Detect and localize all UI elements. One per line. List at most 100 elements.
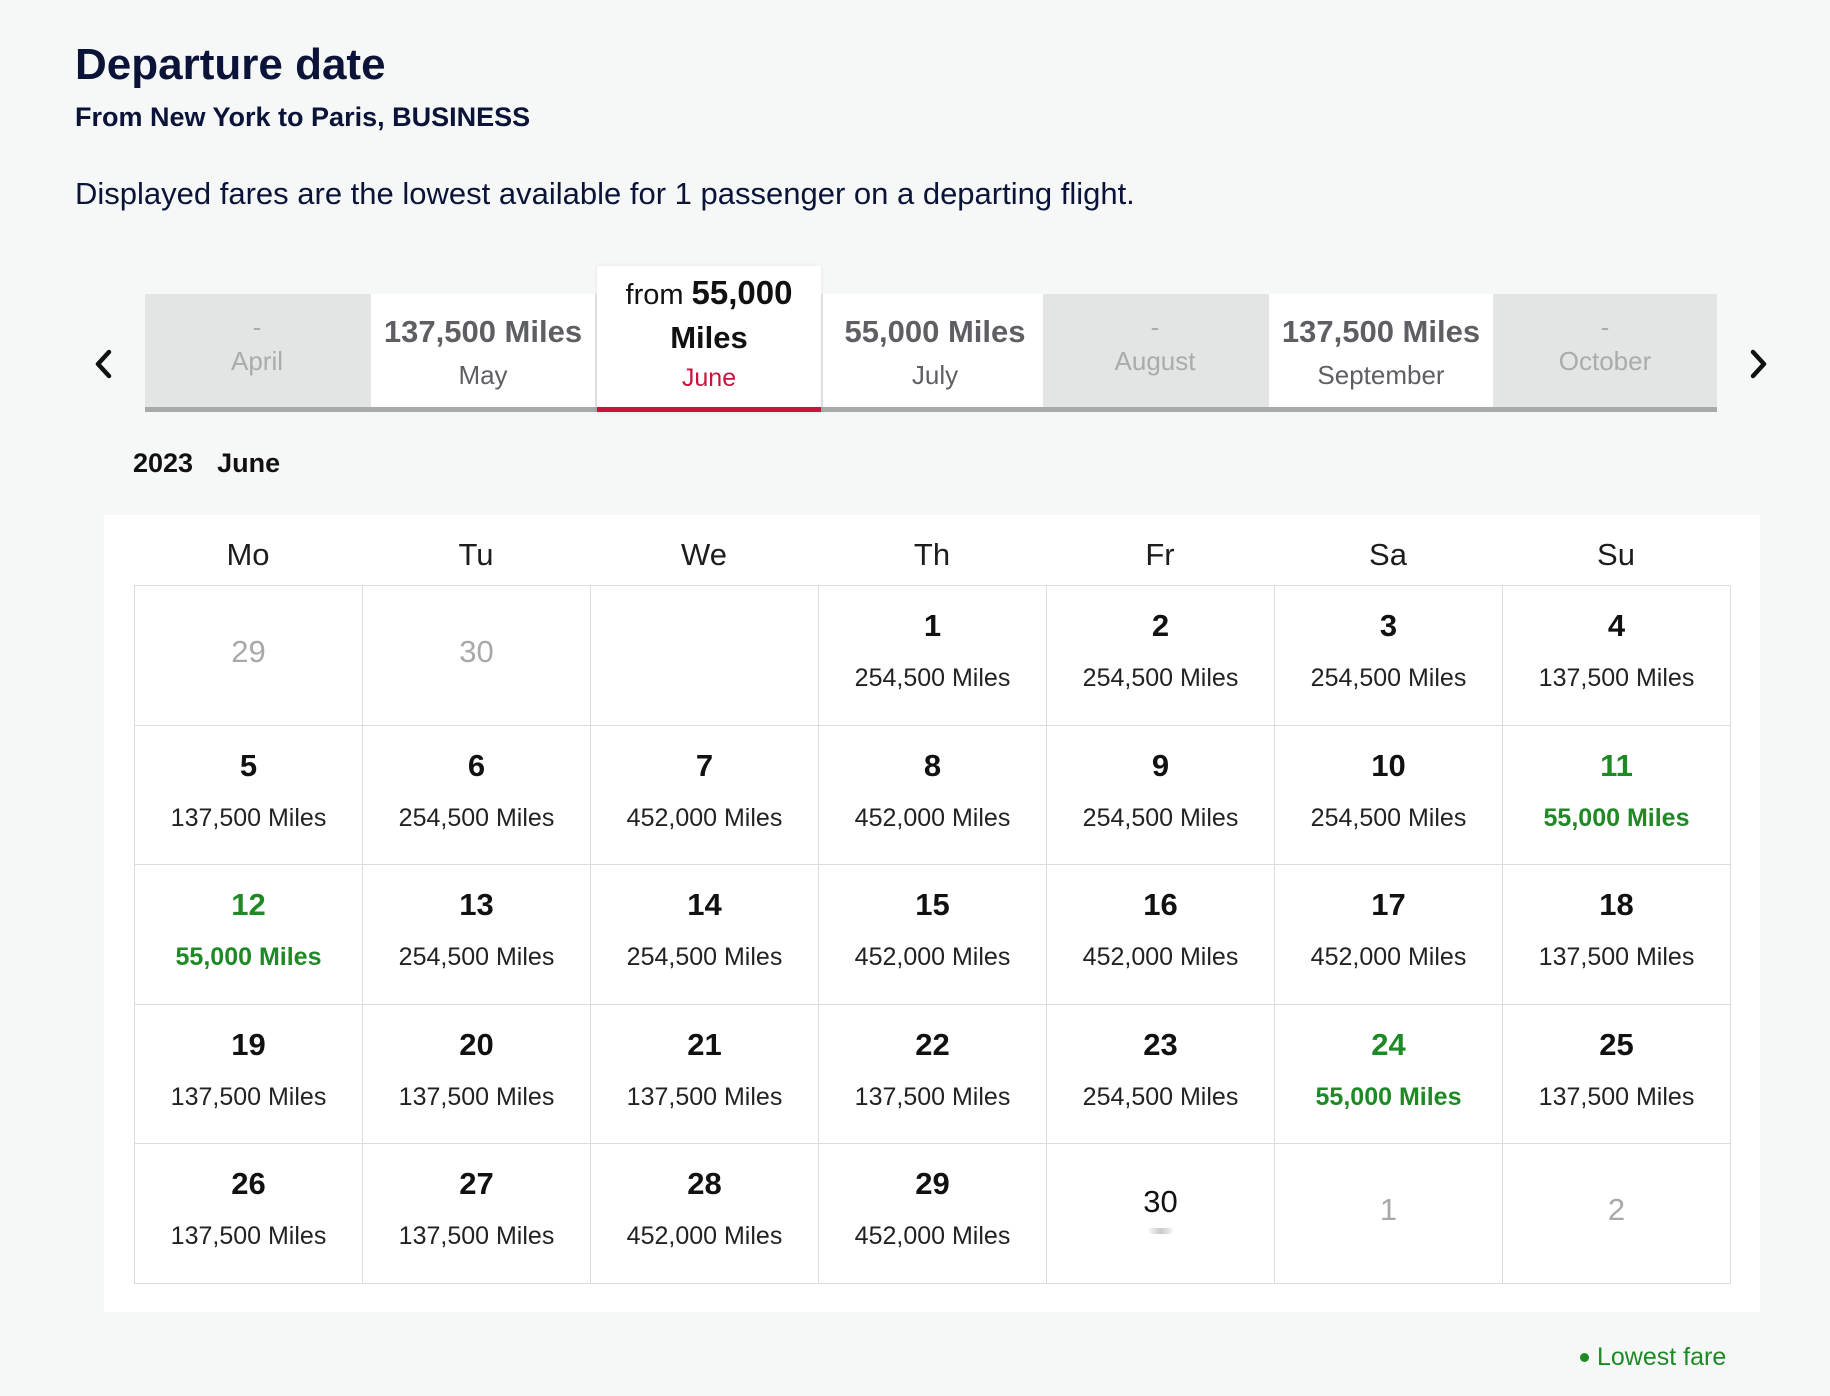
day-price: 137,500 Miles [170, 1082, 327, 1111]
prev-month-button[interactable] [84, 344, 124, 384]
calendar-day-cell[interactable]: 3 254,500 Miles [1275, 586, 1503, 726]
month-tab-june[interactable]: from 55,000 Miles June [597, 266, 821, 412]
month-tab-september[interactable]: 137,500 Miles September [1269, 294, 1493, 407]
calendar-day-cell[interactable]: 7 452,000 Miles [591, 725, 819, 866]
month-tab-july[interactable]: 55,000 Miles July [823, 294, 1047, 407]
day-number: 2 [1151, 608, 1170, 643]
month-price: 55,000 Miles [844, 314, 1026, 349]
calendar-year: 2023 [133, 448, 194, 478]
calendar-day-cell[interactable]: 30 [1047, 1144, 1275, 1284]
weekday-label: Sa [1369, 537, 1407, 572]
calendar-day-cell[interactable]: 26 137,500 Miles [135, 1144, 363, 1284]
calendar-day-cell[interactable]: 28 452,000 Miles [591, 1144, 819, 1284]
calendar-day-cell: 1 [1275, 1144, 1503, 1284]
calendar-day-cell[interactable]: 20 137,500 Miles [363, 1004, 591, 1145]
calendar-day-cell[interactable]: 24 55,000 Miles [1275, 1004, 1503, 1145]
next-month-button[interactable] [1738, 344, 1778, 384]
calendar-day-cell[interactable]: 9 254,500 Miles [1047, 725, 1275, 866]
day-number: 13 [459, 887, 494, 923]
calendar-day-cell[interactable]: 4 137,500 Miles [1503, 586, 1731, 726]
day-price: 137,500 Miles [398, 1082, 555, 1111]
calendar-day-cell[interactable]: 22 137,500 Miles [819, 1004, 1047, 1145]
day-number: 28 [687, 1166, 722, 1202]
day-number: 21 [687, 1026, 722, 1062]
calendar-day-cell[interactable]: 19 137,500 Miles [135, 1004, 363, 1145]
calendar-day-cell[interactable]: 21 137,500 Miles [591, 1004, 819, 1145]
calendar: Mo Tu We Th Fr Sa Su 29 30 1 254,500 Miles 2… [104, 515, 1760, 1312]
calendar-day-cell[interactable]: 14 254,500 Miles [591, 865, 819, 1005]
legend: Lowest fare [1580, 1343, 1726, 1372]
calendar-day-cell[interactable]: 13 254,500 Miles [363, 865, 591, 1005]
day-price: 254,500 Miles [398, 943, 555, 972]
calendar-day-cell[interactable]: 17 452,000 Miles [1275, 865, 1503, 1005]
weekday-label: We [681, 537, 727, 572]
calendar-day-cell[interactable]: 25 137,500 Miles [1503, 1004, 1731, 1145]
day-number: 19 [231, 1026, 266, 1062]
weekday-label: Fr [1145, 537, 1175, 572]
day-number: 29 [915, 1166, 950, 1202]
calendar-day-cell[interactable]: 8 452,000 Miles [819, 725, 1047, 866]
day-price: 137,500 Miles [626, 1082, 783, 1111]
day-price: 452,000 Miles [854, 1222, 1011, 1251]
day-price: 254,500 Miles [626, 943, 783, 972]
lowest-fare-dot-icon [1580, 1353, 1589, 1362]
calendar-day-cell[interactable]: 16 452,000 Miles [1047, 865, 1275, 1005]
calendar-day-cell[interactable]: 23 254,500 Miles [1047, 1004, 1275, 1145]
day-number: 29 [231, 634, 266, 669]
month-price: - [1600, 312, 1610, 342]
weekday-label: Mo [226, 537, 270, 572]
weekday-header: Mo Tu We Th Fr Sa Su [134, 515, 1730, 585]
day-number: 8 [923, 747, 942, 783]
day-number: 15 [915, 887, 950, 923]
calendar-day-cell[interactable]: 10 254,500 Miles [1275, 725, 1503, 866]
month-tab-april[interactable]: - April [145, 294, 369, 407]
month-name: April [230, 346, 283, 376]
day-number: 24 [1371, 1026, 1406, 1062]
day-number: 14 [687, 887, 722, 923]
calendar-day-cell[interactable]: 2 254,500 Miles [1047, 586, 1275, 726]
calendar-day-cell: 30 [363, 586, 591, 726]
calendar-day-cell[interactable]: 6 254,500 Miles [363, 725, 591, 866]
calendar-day-cell[interactable]: 29 452,000 Miles [819, 1144, 1047, 1284]
day-number: 6 [467, 747, 486, 783]
month-tab-may[interactable]: 137,500 Miles May [371, 294, 595, 407]
chevron-right-icon [1750, 349, 1767, 379]
day-price: 55,000 Miles [175, 943, 322, 972]
day-number: 22 [915, 1026, 950, 1062]
day-price: 452,000 Miles [854, 943, 1011, 972]
calendar-day-cell[interactable]: 18 137,500 Miles [1503, 865, 1731, 1005]
day-price: 254,500 Miles [1082, 803, 1239, 832]
calendar-heading: 2023 June [133, 448, 280, 479]
loading-indicator [1148, 1228, 1173, 1235]
calendar-day-cell[interactable]: 11 55,000 Miles [1503, 725, 1731, 866]
calendar-grid: 29 30 1 254,500 Miles 2 254,500 Miles 3 254,500… [134, 585, 1731, 1284]
day-number: 27 [459, 1166, 494, 1202]
month-price: - [252, 312, 262, 342]
day-price: 137,500 Miles [398, 1222, 555, 1251]
day-price: 254,500 Miles [1082, 664, 1239, 692]
day-price: 452,000 Miles [1082, 943, 1239, 972]
day-number: 5 [239, 747, 258, 783]
day-price: 137,500 Miles [170, 1222, 327, 1251]
day-number: 26 [231, 1166, 266, 1202]
fare-note: Displayed fares are the lowest available… [75, 176, 1135, 211]
day-price: 254,500 Miles [1082, 1082, 1239, 1111]
calendar-day-cell[interactable]: 12 55,000 Miles [135, 865, 363, 1005]
day-number: 9 [1151, 747, 1170, 783]
day-number: 7 [695, 747, 714, 783]
month-name: September [1317, 360, 1445, 390]
calendar-day-cell[interactable]: 5 137,500 Miles [135, 725, 363, 866]
day-number: 20 [459, 1026, 494, 1062]
calendar-day-cell[interactable]: 27 137,500 Miles [363, 1144, 591, 1284]
day-price: 254,500 Miles [1310, 664, 1467, 692]
month-name: August [1114, 346, 1196, 376]
calendar-day-cell[interactable]: 15 452,000 Miles [819, 865, 1047, 1005]
day-price: 137,500 Miles [170, 803, 327, 832]
day-number: 11 [1600, 747, 1633, 783]
month-name: June [681, 364, 737, 392]
month-tab-october[interactable]: - October [1493, 294, 1717, 407]
day-number: 30 [459, 634, 494, 669]
month-tab-august[interactable]: - August [1043, 294, 1267, 407]
weekday-label: Tu [458, 537, 494, 572]
calendar-day-cell[interactable]: 1 254,500 Miles [819, 586, 1047, 726]
